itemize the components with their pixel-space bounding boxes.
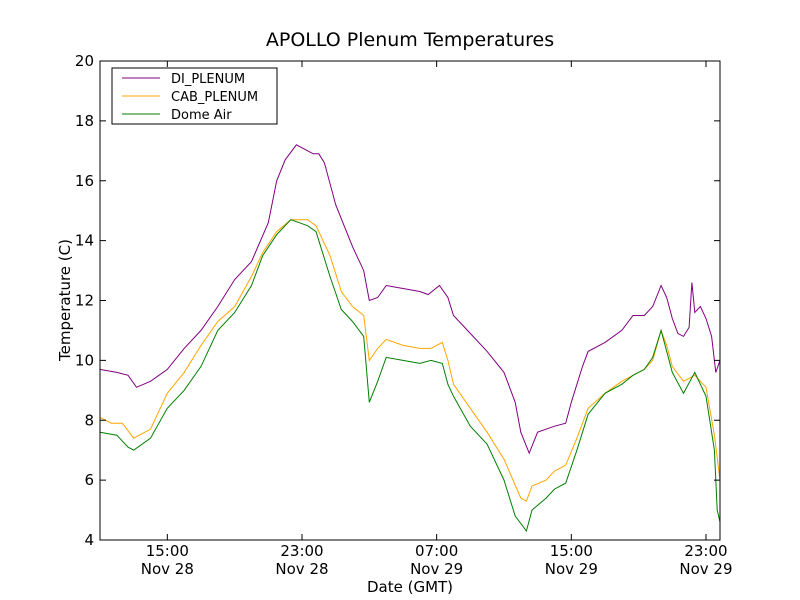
x-tick-label-date: Nov 29 — [410, 560, 463, 578]
x-tick-label-date: Nov 28 — [141, 560, 194, 578]
series-layer — [99, 144, 721, 533]
x-tick-label-time: 15:00 — [146, 542, 189, 560]
x-axis-label: Date (GMT) — [367, 578, 453, 596]
y-tick-label: 14 — [75, 232, 94, 250]
legend-label: Dome Air — [171, 108, 232, 123]
series-line-di-plenum — [99, 144, 721, 455]
series-line-cab-plenum — [99, 219, 721, 502]
y-tick-label: 20 — [75, 52, 94, 70]
y-tick-label: 10 — [75, 351, 94, 369]
y-tick-label: 18 — [75, 112, 94, 130]
legend: DI_PLENUM CAB_PLENUM Dome Air — [111, 67, 278, 125]
y-tick-label: 16 — [75, 172, 94, 190]
y-axis-label: Temperature (C) — [56, 239, 74, 362]
x-tick-label-time: 23:00 — [280, 542, 323, 560]
legend-label: DI_PLENUM — [171, 72, 245, 87]
y-tick-label: 8 — [84, 411, 94, 429]
x-tick-label-date: Nov 29 — [679, 560, 732, 578]
x-tick-label-time: 07:00 — [415, 542, 458, 560]
y-axis: 4 6 8 10 12 14 16 18 20 — [75, 52, 720, 549]
x-tick-label-date: Nov 28 — [275, 560, 328, 578]
y-tick-label: 6 — [84, 471, 94, 489]
series-line-dome-air — [99, 219, 721, 533]
x-tick-label-date: Nov 29 — [545, 560, 598, 578]
y-tick-label: 4 — [84, 531, 94, 549]
legend-label: CAB_PLENUM — [171, 90, 258, 105]
y-tick-label: 12 — [75, 292, 94, 310]
x-tick-label-time: 23:00 — [684, 542, 727, 560]
plot-area-frame — [99, 60, 721, 541]
chart-title: APOLLO Plenum Temperatures — [266, 29, 554, 51]
x-tick-label-time: 15:00 — [550, 542, 593, 560]
